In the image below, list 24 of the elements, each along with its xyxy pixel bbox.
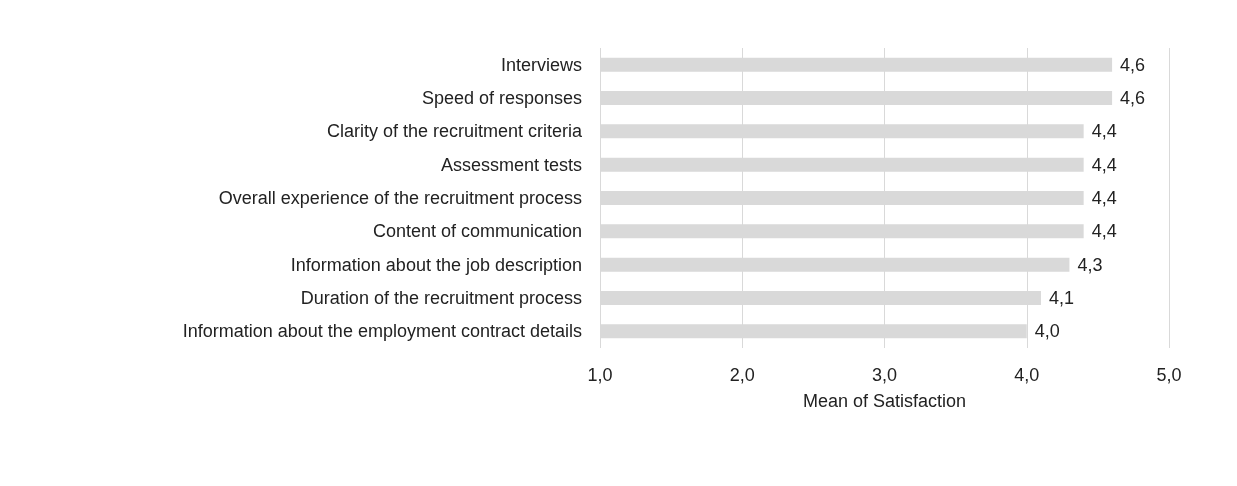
data-label: 4,1 <box>1048 288 1075 308</box>
y-tick-label: Information about the job description <box>290 254 582 275</box>
y-tick-label: Information about the employment contract details <box>182 321 582 342</box>
y-tick-label: Overall experience of the recruitment process <box>218 188 582 208</box>
y-tick-label: Duration of the recruitment process <box>300 288 582 308</box>
data-label: 4,0 <box>1034 321 1060 342</box>
x-tick-label: 3,0 <box>871 365 898 385</box>
data-label: 4,4 <box>1091 121 1117 142</box>
data-label: 4,4 <box>1091 221 1117 242</box>
x-axis-title: Mean of Satisfaction <box>802 391 967 411</box>
x-tick-label: 2,0 <box>729 365 755 385</box>
y-tick-label: Assessment tests <box>440 154 582 175</box>
data-label: 4,4 <box>1091 188 1117 208</box>
x-tick-label: 4,0 <box>1014 365 1040 385</box>
x-tick-label: 1,0 <box>587 365 613 385</box>
data-label: 4,6 <box>1120 88 1146 108</box>
data-label: 4,3 <box>1077 254 1103 275</box>
y-tick-label: Clarity of the recruitment criteria <box>326 121 583 142</box>
data-label: 4,4 <box>1091 154 1117 175</box>
y-tick-label: Interviews <box>500 54 582 75</box>
y-tick-label: Content of communication <box>372 221 582 242</box>
x-tick-label: 5,0 <box>1156 365 1182 385</box>
data-label: 4,6 <box>1120 54 1146 75</box>
y-tick-label: Speed of responses <box>421 88 582 108</box>
